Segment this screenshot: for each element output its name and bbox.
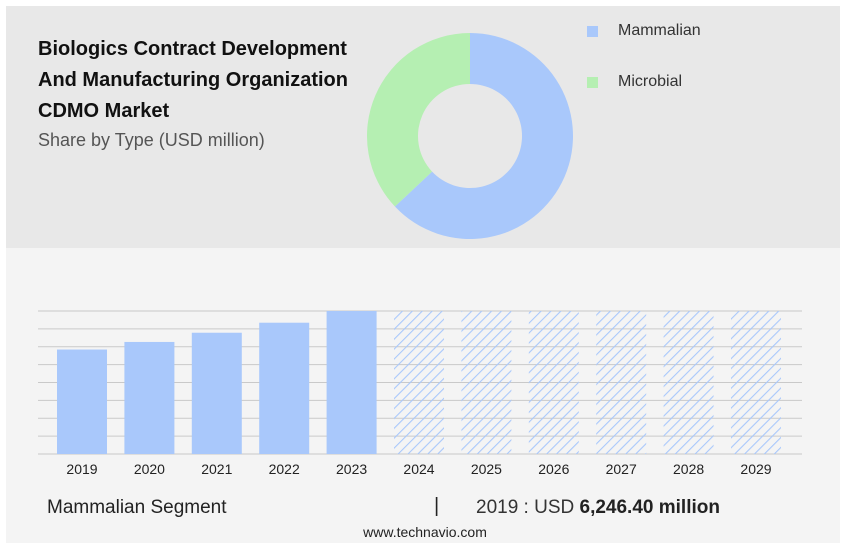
footer-divider: | (434, 495, 440, 517)
legend-label-mammalian: Mammalian (618, 22, 701, 39)
donut-chart (367, 32, 573, 239)
x-tick-label-2027: 2027 (606, 461, 637, 477)
x-tick-label-2019: 2019 (66, 461, 97, 477)
x-tick-label-2024: 2024 (403, 461, 434, 477)
bar-chart-x-labels: 2019 2020 2021 2022 2023 2024 2025 2026 2027 2028… (66, 461, 771, 477)
footer-year-prefix: 2019 : USD (476, 497, 575, 518)
legend-swatch-microbial (587, 76, 598, 88)
bar-2019 (57, 349, 107, 454)
x-tick-label-2023: 2023 (336, 461, 367, 477)
x-tick-label-2020: 2020 (134, 461, 165, 477)
bar-2020 (124, 341, 175, 454)
footer-value-block: 2019 : USD 6,246.40 million (476, 497, 720, 519)
bar-2024 (394, 311, 444, 454)
chart-title-line-2: And Manufacturing Organization (38, 69, 348, 91)
website-url: www.technavio.com (363, 524, 487, 540)
bar-2022 (259, 322, 310, 454)
donut-slice-mammalian (394, 33, 573, 239)
chart-title: Biologics Contract Development And Manuf… (38, 34, 388, 127)
x-tick-label-2029: 2029 (740, 461, 771, 477)
bar-2026 (528, 311, 579, 454)
x-tick-label-2025: 2025 (471, 461, 502, 477)
legend-label-microbial: Microbial (618, 73, 683, 90)
x-tick-label-2028: 2028 (673, 461, 704, 477)
legend-item-microbial: Microbial (587, 73, 682, 91)
chart-title-line-1: Biologics Contract Development (38, 38, 347, 60)
x-tick-label-2026: 2026 (538, 461, 569, 477)
bar-2025 (461, 311, 512, 454)
bar-2027 (596, 311, 647, 454)
x-tick-label-2022: 2022 (269, 461, 300, 477)
legend-swatch-mammalian (587, 25, 598, 37)
x-tick-label-2021: 2021 (201, 461, 232, 477)
bar-chart-bars (57, 311, 781, 454)
donut-slice-microbial (367, 32, 470, 207)
chart-title-line-3: CDMO Market (38, 100, 170, 122)
chart-subtitle: Share by Type (USD million) (38, 130, 265, 150)
footer-segment-label: Mammalian Segment (47, 497, 227, 518)
bar-2029 (731, 311, 781, 454)
bar-2021 (191, 332, 242, 454)
bar-2028 (663, 311, 714, 454)
bar-2023 (326, 311, 377, 454)
legend-item-mammalian: Mammalian (587, 22, 701, 40)
footer-value: 6,246.40 million (579, 497, 720, 518)
